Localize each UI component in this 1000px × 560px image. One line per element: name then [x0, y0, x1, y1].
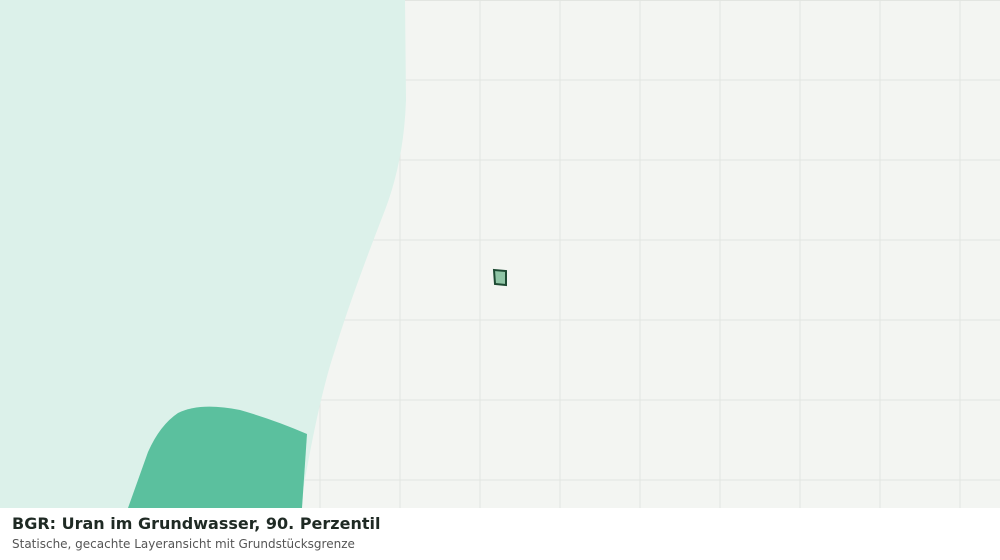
parcel-boundary [492, 268, 507, 287]
low-zone [0, 0, 406, 508]
high-zone [128, 406, 307, 508]
caption: BGR: Uran im Grundwasser, 90. Perzentil … [0, 508, 1000, 560]
map [0, 0, 1000, 508]
tile-grid [0, 0, 1000, 508]
title: BGR: Uran im Grundwasser, 90. Perzentil [12, 514, 381, 533]
subtitle: Statische, gecachte Layeransicht mit Gru… [12, 537, 355, 551]
